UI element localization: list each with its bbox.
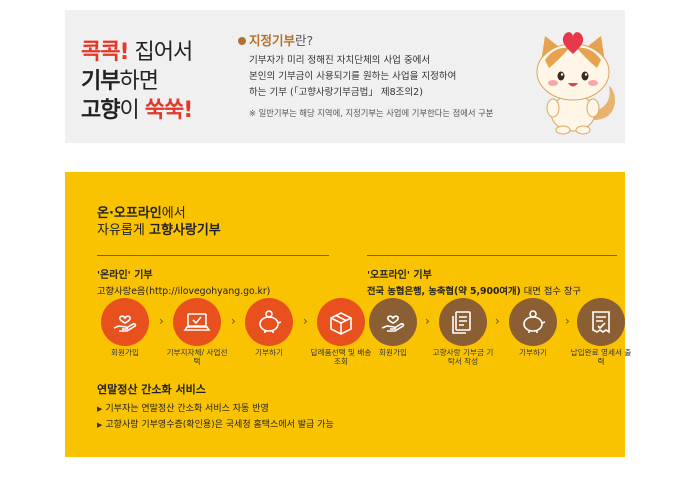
tax-service-title: 연말정산 간소화 서비스 — [97, 383, 206, 396]
offline-heading: '오프라인' 기부 — [367, 270, 432, 281]
definition-line: 본인의 기부금이 사용되기를 원하는 사업을 지정하여 — [249, 71, 457, 82]
offline-location: 전국 농협은행, 농축협(약 5,900여개) 대면 접수 창구 — [367, 286, 581, 297]
step-arrow-icon: › — [565, 314, 570, 328]
offline-step-label: 기부하기 — [519, 348, 547, 357]
online-divider — [97, 255, 329, 256]
definition-note: ※ 일반기부는 해당 지역에, 지정기부는 사업에 기부한다는 점에서 구분 — [249, 108, 494, 118]
offline-step-label: 납입완료 영세서 출력 — [570, 348, 632, 366]
bullet-triangle-icon: ▶ — [97, 421, 103, 429]
section-title-line-2: 자유롭게 고향사랑기부 — [97, 223, 221, 238]
bullet-triangle-icon: ▶ — [97, 405, 103, 413]
online-step-label: 기부지자체/ 사업선택 — [166, 348, 228, 366]
donation-methods-panel: 온·오프라인에서 자유롭게 고향사랑기부 '온라인' 기부 고향사랑e음(htt… — [65, 172, 631, 457]
section-title-line-1: 온·오프라인에서 — [97, 206, 186, 221]
step-arrow-icon: › — [231, 314, 236, 328]
online-heading: '온라인' 기부 — [97, 270, 153, 281]
online-step-label: 기부하기 — [255, 348, 283, 357]
hand-heart-icon — [113, 315, 137, 332]
tax-service-item: ▶ 기부자는 연말정산 간소화 서비스 자동 반영 — [97, 404, 269, 414]
offline-divider — [367, 255, 617, 256]
online-step-select-region — [173, 298, 221, 346]
offline-step-label: 고향사랑 기부금 기탁서 작성 — [432, 348, 494, 366]
cat-mascot-with-heart-icon — [536, 32, 615, 135]
offline-step-label: 회원가입 — [379, 348, 407, 357]
offline-step-receipt — [577, 298, 625, 346]
online-step-gift — [317, 298, 365, 346]
piggy-bank-icon — [259, 310, 282, 333]
definition-banner: 콕콕! 집어서 기부하면 고향이 쑥쑥! 지정기부란? 기부자가 미리 정해진 … — [65, 10, 625, 143]
online-step-sign-up — [101, 298, 149, 346]
offline-step-fill-form — [439, 298, 487, 346]
definition-title: 지정기부란? — [249, 33, 314, 48]
receipt-check-icon — [592, 311, 610, 334]
slogan-line-1: 콕콕! 집어서 — [81, 40, 193, 65]
definition-line: 하는 기부 (「고향사랑기부금법」 제8조의2) — [249, 87, 423, 98]
online-site-link[interactable]: 고향사랑e음(http://ilovegohyang.go.kr) — [97, 286, 271, 297]
online-step-label: 답례품선택 및 배송조회 — [310, 348, 372, 366]
step-arrow-icon: › — [303, 314, 308, 328]
online-step-label: 회원가입 — [111, 348, 139, 357]
slogan-line-2: 기부하면 — [81, 69, 159, 94]
step-arrow-icon: › — [495, 314, 500, 328]
offline-step-donate — [509, 298, 557, 346]
definition-line: 기부자가 미리 정해진 자치단체의 사업 중에서 — [249, 55, 431, 66]
tax-service-item: ▶ 고향사랑 기부영수증(확인용)은 국세청 홈택스에서 발급 가능 — [97, 420, 334, 430]
piggy-bank-icon — [523, 310, 546, 333]
gift-box-icon — [330, 312, 352, 335]
bullet-dot-icon — [238, 37, 246, 45]
step-arrow-icon: › — [159, 314, 164, 328]
slogan-line-3: 고향이 쑥쑥! — [81, 98, 193, 123]
documents-icon — [452, 311, 471, 334]
hand-heart-icon — [381, 315, 405, 332]
online-step-donate — [245, 298, 293, 346]
step-arrow-icon: › — [425, 314, 430, 328]
laptop-check-icon — [183, 313, 211, 331]
offline-step-sign-up — [369, 298, 417, 346]
